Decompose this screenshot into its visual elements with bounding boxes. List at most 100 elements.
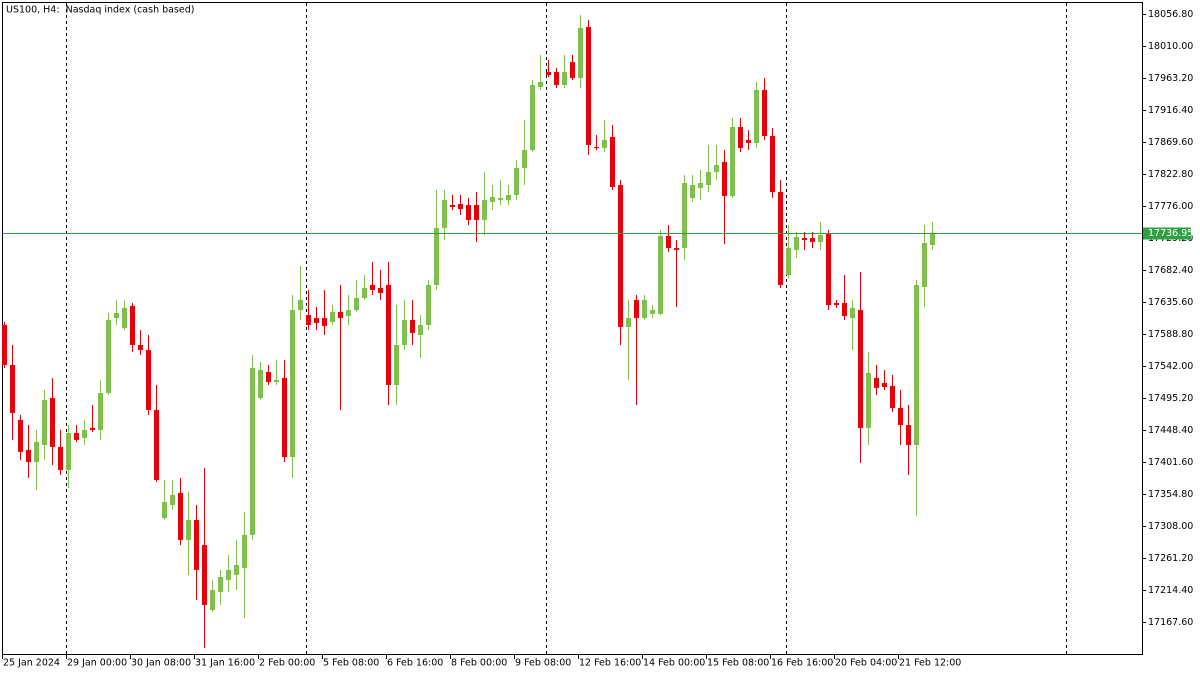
candle-body — [906, 425, 911, 445]
plot-frame — [2, 2, 1143, 655]
x-tick-label: 8 Feb 00:00 — [451, 658, 507, 669]
y-tick-label: 17916.40 — [1148, 105, 1193, 116]
candle-body — [178, 492, 183, 540]
candle-body — [498, 198, 503, 200]
x-tick-label: 15 Feb 08:00 — [707, 658, 769, 669]
candle-body — [778, 191, 783, 285]
candle-body — [314, 318, 319, 323]
candle-body — [834, 302, 839, 306]
current-price-box — [1143, 227, 1191, 240]
candle-body — [914, 284, 919, 445]
candle-body — [594, 147, 599, 149]
y-tick-label: 17963.20 — [1148, 73, 1193, 84]
candle-body — [802, 238, 807, 240]
candle-body — [442, 199, 447, 228]
candle-body — [810, 238, 815, 242]
candle-body — [610, 137, 615, 188]
candle-body — [826, 233, 831, 306]
candle-body — [378, 287, 383, 293]
candle-body — [514, 167, 519, 196]
candle-body — [674, 247, 679, 250]
candle-body — [786, 247, 791, 275]
candle-body — [578, 27, 583, 79]
candle-body — [794, 236, 799, 250]
candle-body — [250, 367, 255, 535]
x-tick-label: 9 Feb 08:00 — [515, 658, 571, 669]
candle-body — [210, 589, 215, 610]
candle-body — [874, 377, 879, 388]
candle-body — [530, 84, 535, 151]
candle-body — [154, 409, 159, 480]
candle-body — [170, 494, 175, 505]
candle-body — [330, 311, 335, 322]
candle-body — [66, 433, 71, 470]
candle-body — [482, 199, 487, 220]
candle-body — [450, 204, 455, 207]
candle-body — [570, 62, 575, 79]
candle-body — [386, 284, 391, 386]
candle-body — [114, 313, 119, 319]
candle-body — [122, 307, 127, 328]
candle-body — [146, 349, 151, 410]
candle-body — [402, 319, 407, 346]
candle-body — [426, 284, 431, 325]
y-tick-label: 18056.80 — [1148, 9, 1193, 20]
candle-body — [714, 164, 719, 172]
candle-body — [458, 203, 463, 210]
candle-body — [866, 372, 871, 428]
candle-body — [74, 433, 79, 440]
candle-body — [858, 310, 863, 428]
x-tick-label: 20 Feb 04:00 — [835, 658, 897, 669]
candle-body — [930, 232, 935, 245]
candle-body — [818, 234, 823, 242]
candle-body — [586, 27, 591, 146]
candle-body — [274, 379, 279, 382]
candle-body — [418, 324, 423, 335]
candle-body — [26, 449, 31, 462]
y-tick-label: 17588.80 — [1148, 329, 1193, 340]
x-tick-label: 31 Jan 16:00 — [195, 658, 255, 669]
y-tick-label: 17495.20 — [1148, 393, 1193, 404]
candle-body — [18, 419, 23, 452]
candle-body — [554, 72, 559, 85]
candle-body — [42, 399, 47, 445]
candle-body — [298, 299, 303, 311]
y-tick-label: 17448.40 — [1148, 425, 1193, 436]
candle-body — [666, 235, 671, 248]
candle-body — [922, 242, 927, 287]
candle-body — [282, 377, 287, 457]
candle-body — [162, 501, 167, 518]
x-tick-label: 30 Jan 08:00 — [131, 658, 191, 669]
candle-body — [2, 324, 7, 365]
y-tick-label: 17869.60 — [1148, 137, 1193, 148]
candle-body — [634, 299, 639, 319]
candle-body — [202, 544, 207, 605]
candle-body — [490, 196, 495, 202]
candle-body — [642, 299, 647, 319]
y-tick-label: 17822.80 — [1148, 169, 1193, 180]
candle-body — [890, 385, 895, 408]
y-tick-label: 17635.60 — [1148, 297, 1193, 308]
candle-body — [770, 135, 775, 192]
candle-body — [898, 407, 903, 426]
candle-body — [58, 446, 63, 470]
candle-body — [290, 310, 295, 457]
candle-body — [690, 185, 695, 199]
candle-body — [882, 382, 887, 387]
candle-body — [338, 311, 343, 319]
x-tick-label: 25 Jan 2024 — [3, 658, 60, 669]
candle-body — [218, 576, 223, 592]
candle-body — [394, 345, 399, 386]
candle-body — [258, 369, 263, 398]
period-separators — [66, 3, 1067, 654]
candle-body — [90, 427, 95, 430]
candle-body — [50, 397, 55, 447]
y-tick-label: 17354.80 — [1148, 489, 1193, 500]
candle-body — [474, 204, 479, 220]
y-tick-label: 17214.40 — [1148, 585, 1193, 596]
candle-body — [106, 319, 111, 394]
y-tick-label: 17308.00 — [1148, 521, 1193, 532]
x-tick-label: 21 Feb 12:00 — [899, 658, 961, 669]
candle-body — [658, 235, 663, 314]
candle-body — [466, 204, 471, 220]
